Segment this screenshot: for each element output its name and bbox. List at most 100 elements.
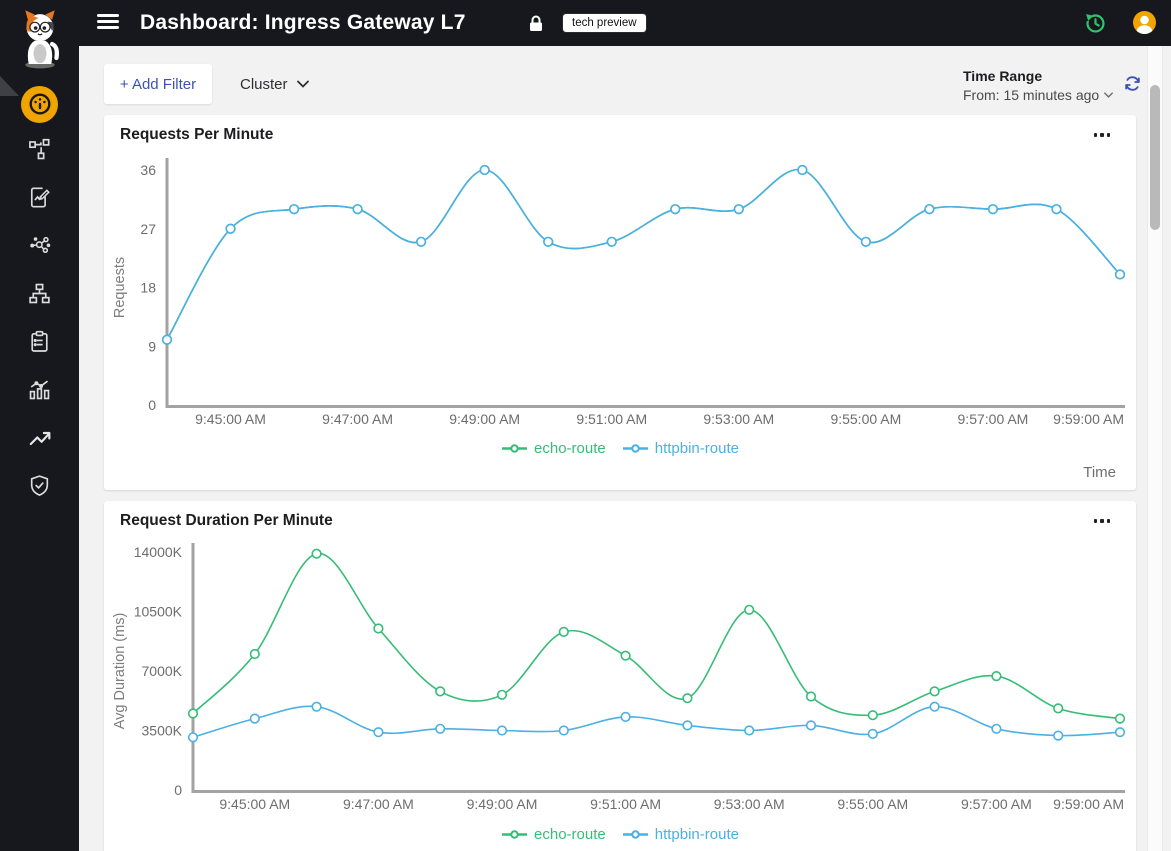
data-point-httpbin-route [1114,269,1126,280]
chevron-down-icon [296,80,309,88]
legend-item-echo-route[interactable]: echo-route [501,440,606,457]
y-tick-label: 3500K [142,723,183,739]
data-point-echo-route [682,693,693,704]
series-line-httpbin-route [192,705,1121,739]
nav-item-document-edit[interactable] [0,176,79,224]
data-point-httpbin-route [1053,730,1064,741]
y-tick-label: 0 [148,397,156,413]
topology-graph-icon [27,137,52,167]
data-point-echo-route [311,548,322,559]
legend-label: echo-route [534,826,606,843]
data-point-httpbin-route [682,720,693,731]
gauge-icon [21,85,58,123]
data-point-httpbin-route [479,164,490,176]
data-point-echo-route [805,691,817,702]
add-filter-button[interactable]: + Add Filter [104,64,212,104]
nav-item-metrics[interactable] [0,368,79,416]
data-point-echo-route [373,623,384,634]
y-axis-title: Requests [112,257,128,318]
sidebar [0,0,79,851]
data-point-httpbin-route [161,334,173,345]
kebab-menu-icon[interactable] [1090,129,1115,141]
x-tick-label: 9:53:00 AM [714,796,785,812]
chart-legend: echo-route httpbin-route [104,826,1136,843]
data-point-httpbin-route [352,204,363,215]
cluster-dropdown[interactable]: Cluster [240,64,309,104]
data-point-httpbin-route [288,204,300,215]
data-point-httpbin-route [924,204,935,215]
x-tick-label: 9:59:00 AM [1053,411,1124,427]
data-point-httpbin-route [744,725,755,736]
trending-up-icon [27,425,53,456]
series-line-httpbin-route [166,168,1121,341]
y-tick-label: 14000K [134,544,183,560]
data-point-httpbin-route [416,236,427,247]
data-point-httpbin-route [733,204,744,215]
clipboard-list-icon [27,329,52,359]
legend-item-httpbin-route[interactable]: httpbin-route [622,440,739,457]
kebab-menu-icon[interactable] [1090,515,1115,527]
nav-item-security[interactable] [0,464,79,512]
y-tick-label: 18 [140,280,156,296]
nav-item-config[interactable] [0,320,79,368]
shield-check-icon [27,473,52,503]
time-range: Time Range From: 15 minutes ago [963,68,1114,103]
x-tick-label: 9:47:00 AM [322,411,393,427]
y-tick-label: 0 [174,782,182,798]
corner-fold-decoration [0,76,19,96]
share-nodes-icon [27,233,52,263]
nav-item-graph[interactable] [0,128,79,176]
scrollbar-thumb[interactable] [1150,85,1160,230]
page-title: Dashboard: Ingress Gateway L7 [140,11,466,34]
x-tick-label: 9:51:00 AM [590,796,661,812]
data-point-httpbin-route [558,725,569,736]
sitemap-icon [27,281,52,311]
series-line-echo-route [192,552,1121,720]
requests-chart: 0 9 18 27 36 9:45:00 AM 9:47:00 AM 9:49:00 AM 9:… [112,158,1126,427]
data-point-echo-route [1114,713,1126,724]
chart-card-request-duration: Request Duration Per Minute 0 3500K 7000K 1… [104,501,1136,851]
legend-item-httpbin-route[interactable]: httpbin-route [622,826,739,843]
data-point-echo-route [867,710,878,721]
x-tick-label: 9:45:00 AM [195,411,266,427]
data-point-httpbin-route [860,236,871,247]
x-tick-label: 9:51:00 AM [576,411,647,427]
refresh-icon[interactable] [1123,74,1142,98]
bar-chart-icon [27,377,52,407]
nav-item-overview[interactable] [0,80,79,128]
chart-legend: echo-route httpbin-route [104,440,1136,457]
legend-line-marker-icon [622,444,648,453]
nav-item-workloads[interactable] [0,272,79,320]
data-point-echo-route [435,686,446,697]
legend-label: echo-route [534,440,606,457]
user-avatar-icon[interactable] [1133,11,1156,39]
y-tick-label: 7000K [142,663,183,679]
scrollbar-track[interactable] [1147,46,1163,851]
x-tick-label: 9:49:00 AM [449,411,520,427]
lock-icon [529,15,543,37]
history-icon[interactable] [1083,11,1107,40]
data-point-httpbin-route [1051,204,1062,215]
x-tick-label: 9:55:00 AM [830,411,901,427]
legend-item-echo-route[interactable]: echo-route [501,826,606,843]
nav-item-trends[interactable] [0,416,79,464]
data-point-httpbin-route [987,204,999,215]
data-point-httpbin-route [670,204,681,215]
time-range-value-dropdown[interactable]: From: 15 minutes ago [963,87,1114,103]
y-tick-label: 27 [140,221,156,237]
data-point-httpbin-route [496,725,508,736]
data-point-httpbin-route [867,728,878,739]
data-point-echo-route [1053,703,1064,714]
x-tick-label: 9:57:00 AM [958,411,1029,427]
menu-icon[interactable] [97,14,119,32]
nav-item-services[interactable] [0,224,79,272]
x-tick-label: 9:47:00 AM [343,796,414,812]
time-range-label: Time Range [963,68,1043,84]
data-point-httpbin-route [797,164,808,176]
top-header: Dashboard: Ingress Gateway L7 tech previ… [0,0,1171,46]
cat-mascot-logo[interactable] [0,5,79,76]
legend-label: httpbin-route [654,826,739,843]
x-tick-label: 9:53:00 AM [703,411,774,427]
chevron-down-icon [1104,92,1114,98]
